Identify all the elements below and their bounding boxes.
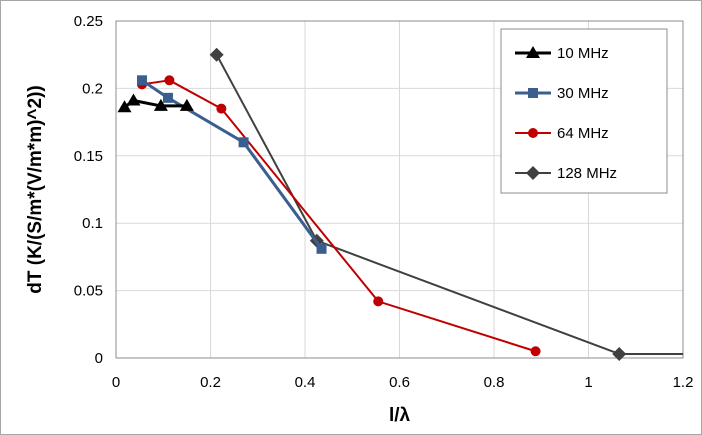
series-30-mhz [136,75,327,254]
data-point [373,296,384,307]
y-tick-label: 0.25 [74,13,103,30]
legend-marker [526,46,540,58]
series-10-mhz [117,93,194,113]
x-tick-label: 0.8 [484,374,505,391]
legend: 10 MHz 30 MHz 64 MHz 128 MHz [500,28,668,194]
legend-label: 10 MHz [557,45,609,62]
y-axis-ticks: 0 0.05 0.1 0.15 0.2 0.25 [74,13,103,367]
data-point [238,137,249,148]
y-tick-label: 0.2 [82,80,103,97]
data-point [162,92,173,103]
plot-area [115,20,684,359]
legend-label: 64 MHz [557,125,609,142]
series-line [141,79,536,353]
x-tick-label: 0 [112,374,120,391]
data-point [164,75,175,86]
x-tick-label: 0.6 [389,374,410,391]
data-point [179,98,194,111]
legend-item: 10 MHz [515,45,609,62]
y-axis-title: dT (K/(S/m*(V/m*m)^2)) [25,85,46,294]
data-point [136,75,147,86]
data-point [126,93,141,106]
data-point [316,243,327,254]
legend-marker [528,128,538,138]
series-line [141,79,323,250]
data-point [209,47,224,62]
data-point [117,100,132,113]
x-tick-label: 1.2 [673,374,694,391]
legend-marker [526,166,540,180]
y-tick-label: 0.15 [74,148,103,165]
legend-label: 30 MHz [557,85,609,102]
y-tick-label: 0 [95,350,103,367]
legend-item: 64 MHz [515,125,609,142]
series-line [215,54,683,355]
legend-item: 30 MHz [515,85,609,102]
y-tick-label: 0.05 [74,283,103,300]
legend-marker [528,88,538,98]
legend-item: 128 MHz [515,165,617,182]
x-tick-label: 1 [584,374,592,391]
data-point [216,103,227,114]
y-tick-label: 0.1 [82,215,103,232]
legend-label: 128 MHz [557,165,617,182]
x-tick-label: 0.4 [295,374,316,391]
x-tick-label: 0.2 [200,374,221,391]
series-group [117,47,683,361]
series-64-mhz [136,75,541,357]
x-axis-ticks: 0 0.2 0.4 0.6 0.8 1 1.2 [112,374,694,391]
x-axis-title: l/λ [389,405,411,426]
data-point [153,98,168,111]
data-point [530,346,541,357]
data-point [612,346,627,361]
